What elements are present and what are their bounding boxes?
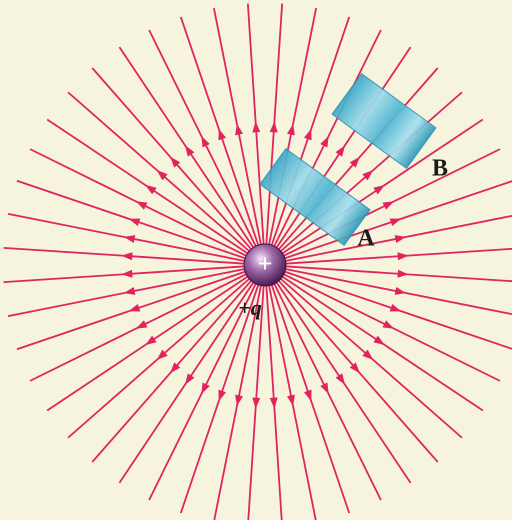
field-arrow xyxy=(335,373,346,385)
field-arrow xyxy=(362,349,374,360)
field-arrow xyxy=(252,121,261,133)
field-arrow xyxy=(373,184,385,195)
field-arrow xyxy=(184,145,195,157)
field-arrows xyxy=(121,121,409,409)
field-arrow xyxy=(121,252,133,261)
field-arrow xyxy=(320,382,329,395)
surface-a-shape xyxy=(259,147,371,247)
field-arrow xyxy=(156,170,168,181)
field-arrow xyxy=(349,362,360,374)
surface-b-label: B xyxy=(432,156,448,182)
field-arrow xyxy=(218,128,227,141)
field-arrow xyxy=(201,382,210,395)
field-arrow xyxy=(170,156,181,168)
field-arrow xyxy=(269,121,278,133)
field-arrow xyxy=(156,349,168,360)
field-arrow xyxy=(287,394,295,407)
field-arrow xyxy=(389,218,402,227)
field-arrow xyxy=(235,394,243,407)
field-arrow xyxy=(269,397,278,409)
field-arrow xyxy=(397,269,409,278)
surface-a-label: A xyxy=(357,226,375,252)
field-arrow xyxy=(394,235,407,243)
field-arrow xyxy=(373,335,385,346)
field-arrow xyxy=(170,362,181,374)
field-arrow xyxy=(382,201,395,210)
field-arrow xyxy=(287,123,295,136)
field-arrow xyxy=(128,303,141,312)
field-arrow xyxy=(235,123,243,136)
field-arrow xyxy=(184,373,195,385)
field-arrow xyxy=(382,320,395,329)
field-arrow xyxy=(128,218,141,227)
field-arrow xyxy=(362,170,374,181)
field-arrow xyxy=(145,335,157,346)
surface-b xyxy=(331,73,437,169)
field-arrow xyxy=(389,303,402,312)
field-arrow xyxy=(252,397,261,409)
field-arrow xyxy=(145,184,157,195)
field-arrow xyxy=(320,135,329,148)
field-arrow xyxy=(349,156,360,168)
field-arrow xyxy=(121,269,133,278)
field-arrow xyxy=(303,389,312,402)
field-arrow xyxy=(201,135,210,148)
field-arrow xyxy=(218,389,227,402)
field-arrow xyxy=(123,287,136,295)
field-arrow xyxy=(123,235,136,243)
field-arrow xyxy=(394,287,407,295)
field-arrow xyxy=(135,320,148,329)
charge-label: +q xyxy=(238,295,262,320)
field-arrow xyxy=(303,128,312,141)
surface-b-shape xyxy=(331,73,437,169)
surface-a xyxy=(259,147,371,247)
field-arrow xyxy=(135,201,148,210)
field-arrow xyxy=(397,252,409,261)
charge-symbol: + xyxy=(258,249,273,278)
field-arrow xyxy=(335,145,346,157)
charge xyxy=(243,243,287,287)
